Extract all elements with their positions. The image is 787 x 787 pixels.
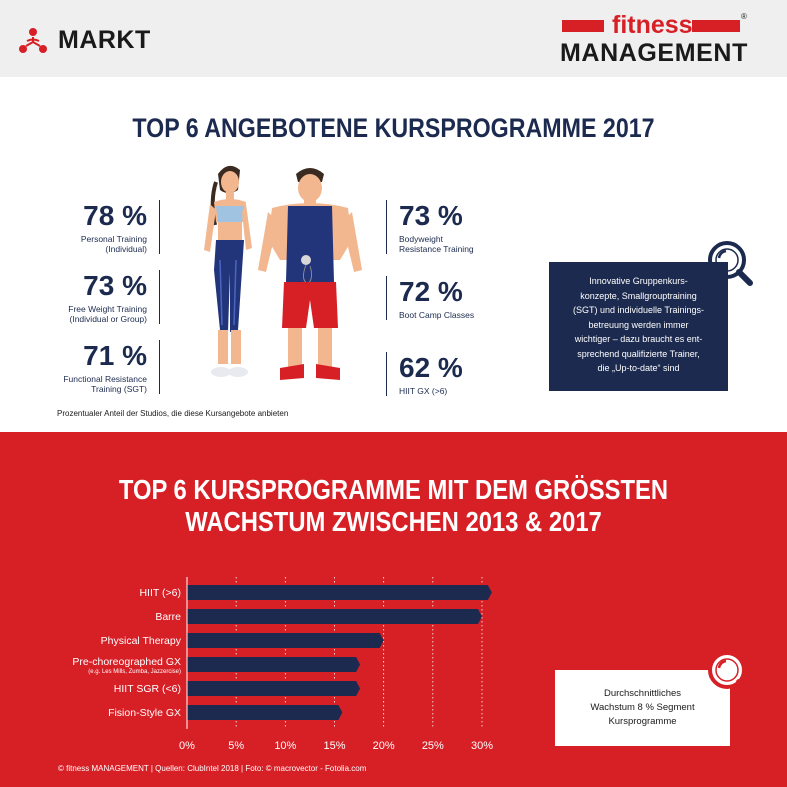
magnifier-icon xyxy=(708,651,753,696)
category-sublabel: (e.g. Les Mills, Zumba, Jazzercise) xyxy=(88,669,181,675)
footer-credits: © fitness MANAGEMENT | Quellen: ClubInte… xyxy=(58,764,367,773)
category-label: Fision-Style GX xyxy=(108,707,181,719)
stat-right-1-block: 73 % Bodyweight Resistance Training xyxy=(386,200,546,254)
top-section-title: TOP 6 ANGEBOTENE KURSPROGRAMME 2017 xyxy=(132,113,655,143)
logo-bar-left xyxy=(562,20,604,32)
category-label: HIIT SGR (<6) xyxy=(114,683,181,695)
tick-label: 5% xyxy=(228,740,244,752)
fitness-management-logo: fitness ® MANAGEMENT xyxy=(560,11,750,70)
growth-bar-chart: 0% 5% 10% 15% 20% 25% 30% HIIT (>6) Barre Physica… xyxy=(72,577,493,752)
stat-right-1-pct: 73 % xyxy=(399,200,463,231)
header-bar: MARKT fitness ® MANAGEMENT xyxy=(0,0,787,77)
bar xyxy=(187,705,343,720)
stat-left-2: 73 % Free Weight Training (Individual or… xyxy=(0,270,160,324)
section-label: MARKT xyxy=(58,26,151,54)
stat-left-2-block: 73 % Free Weight Training (Individual or… xyxy=(0,270,160,324)
stat-right-3-desc: HIIT GX (>6) xyxy=(399,386,448,396)
bar xyxy=(187,681,361,696)
stat-left-2-pct: 73 % xyxy=(83,270,147,301)
stat-right-3: 62 % HIIT GX (>6) xyxy=(386,352,546,396)
category-label: Physical Therapy xyxy=(101,635,182,647)
stat-left-1-block: 78 % Personal Training (Individual) xyxy=(0,200,160,254)
stat-left-2-desc: Free Weight Training (Individual or Grou… xyxy=(68,304,147,324)
category-label: Barre xyxy=(155,611,181,623)
tick-label: 30% xyxy=(471,740,493,752)
growth-section-title: TOP 6 KURSPROGRAMME MIT DEM GRÖSSTEN WAC… xyxy=(118,474,669,537)
woman-figure xyxy=(204,165,252,377)
tick-label: 0% xyxy=(179,740,195,752)
stat-left-3-pct: 71 % xyxy=(83,340,147,371)
tick-label: 25% xyxy=(422,740,444,752)
logo-management-text: MANAGEMENT xyxy=(560,39,748,67)
stat-right-1-desc: Bodyweight Resistance Training xyxy=(399,234,474,254)
stat-right-2-desc: Boot Camp Classes xyxy=(399,310,475,320)
average-growth-box: Durchschnittliches Wachstum 8 % Segment … xyxy=(555,670,730,746)
bar xyxy=(187,609,482,624)
stat-right-1: 73 % Bodyweight Resistance Training xyxy=(386,200,546,254)
tick-label: 10% xyxy=(274,740,296,752)
survey-note: Prozentualer Anteil der Studios, die die… xyxy=(57,409,289,418)
stat-left-1: 78 % Personal Training (Individual) xyxy=(0,200,160,254)
stat-left-1-pct: 78 % xyxy=(83,200,147,231)
stat-left-3-desc: Functional Resistance Training (SGT) xyxy=(63,374,147,394)
man-figure xyxy=(258,168,362,380)
tick-label: 20% xyxy=(373,740,395,752)
stat-right-2-pct: 72 % xyxy=(399,276,463,307)
bar xyxy=(187,657,361,672)
logo-registered-mark: ® xyxy=(741,12,747,21)
logo-fitness-text: fitness xyxy=(612,11,693,39)
stat-right-3-block: 62 % HIIT GX (>6) xyxy=(386,352,546,396)
info-box: Innovative Gruppenkurs- konzepte, Smallg… xyxy=(549,262,728,391)
stat-left-1-desc: Personal Training (Individual) xyxy=(80,234,147,254)
tick-label: 15% xyxy=(323,740,345,752)
stat-right-2: 72 % Boot Camp Classes xyxy=(386,276,546,320)
stat-left-3: 71 % Functional Resistance Training (SGT… xyxy=(0,340,160,394)
category-label: Pre-choreographed GX xyxy=(72,656,181,668)
bar xyxy=(187,633,384,648)
category-label: HIIT (>6) xyxy=(139,587,181,599)
stat-left-3-block: 71 % Functional Resistance Training (SGT… xyxy=(0,340,160,394)
stat-right-2-block: 72 % Boot Camp Classes xyxy=(386,276,546,320)
stat-right-3-pct: 62 % xyxy=(399,352,463,383)
people-network-icon xyxy=(19,28,47,53)
logo-bar-right xyxy=(692,20,740,32)
bar xyxy=(187,585,492,600)
athletes-illustration xyxy=(204,165,362,380)
